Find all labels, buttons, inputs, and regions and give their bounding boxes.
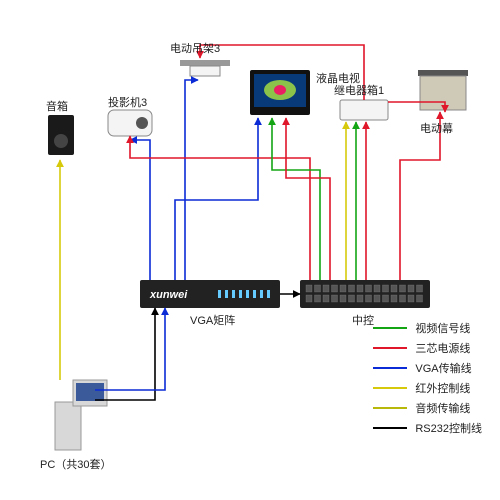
legend-row: 视频信号线 [373, 320, 482, 336]
legend-swatch [373, 367, 407, 369]
legend: 视频信号线三芯电源线 VGA传输线红外控制线音频传输线 RS232控制线 [373, 316, 482, 440]
legend-swatch [373, 387, 407, 389]
legend-row: 三芯电源线 [373, 340, 482, 356]
legend-label: 三芯电源线 [415, 340, 470, 356]
legend-row: 音频传输线 [373, 400, 482, 416]
diagram-canvas: xunwei 电动吊架3 液晶电视 继电器箱1 电动幕 音箱 投影机3 VGA矩… [0, 0, 500, 500]
legend-swatch [373, 347, 407, 349]
label-controller: 中控 [352, 312, 374, 328]
legend-row: RS232控制线 [373, 420, 482, 436]
legend-label: 红外控制线 [415, 380, 470, 396]
legend-label: 音频传输线 [415, 400, 470, 416]
label-matrix: VGA矩阵 [190, 312, 235, 328]
svg-text:xunwei: xunwei [149, 289, 188, 301]
legend-label: VGA传输线 [415, 360, 471, 376]
legend-label: RS232控制线 [415, 420, 482, 436]
label-pc: PC（共30套） [40, 456, 112, 472]
legend-swatch [373, 327, 407, 329]
label-speaker: 音箱 [46, 98, 68, 114]
label-projector: 投影机3 [108, 94, 147, 110]
legend-row: 红外控制线 [373, 380, 482, 396]
legend-swatch [373, 407, 407, 409]
label-screen: 电动幕 [420, 120, 453, 136]
label-relay: 继电器箱1 [334, 82, 384, 98]
label-ceiling-mount: 电动吊架3 [170, 40, 220, 56]
legend-swatch [373, 427, 407, 429]
legend-label: 视频信号线 [415, 320, 470, 336]
legend-row: VGA传输线 [373, 360, 482, 376]
